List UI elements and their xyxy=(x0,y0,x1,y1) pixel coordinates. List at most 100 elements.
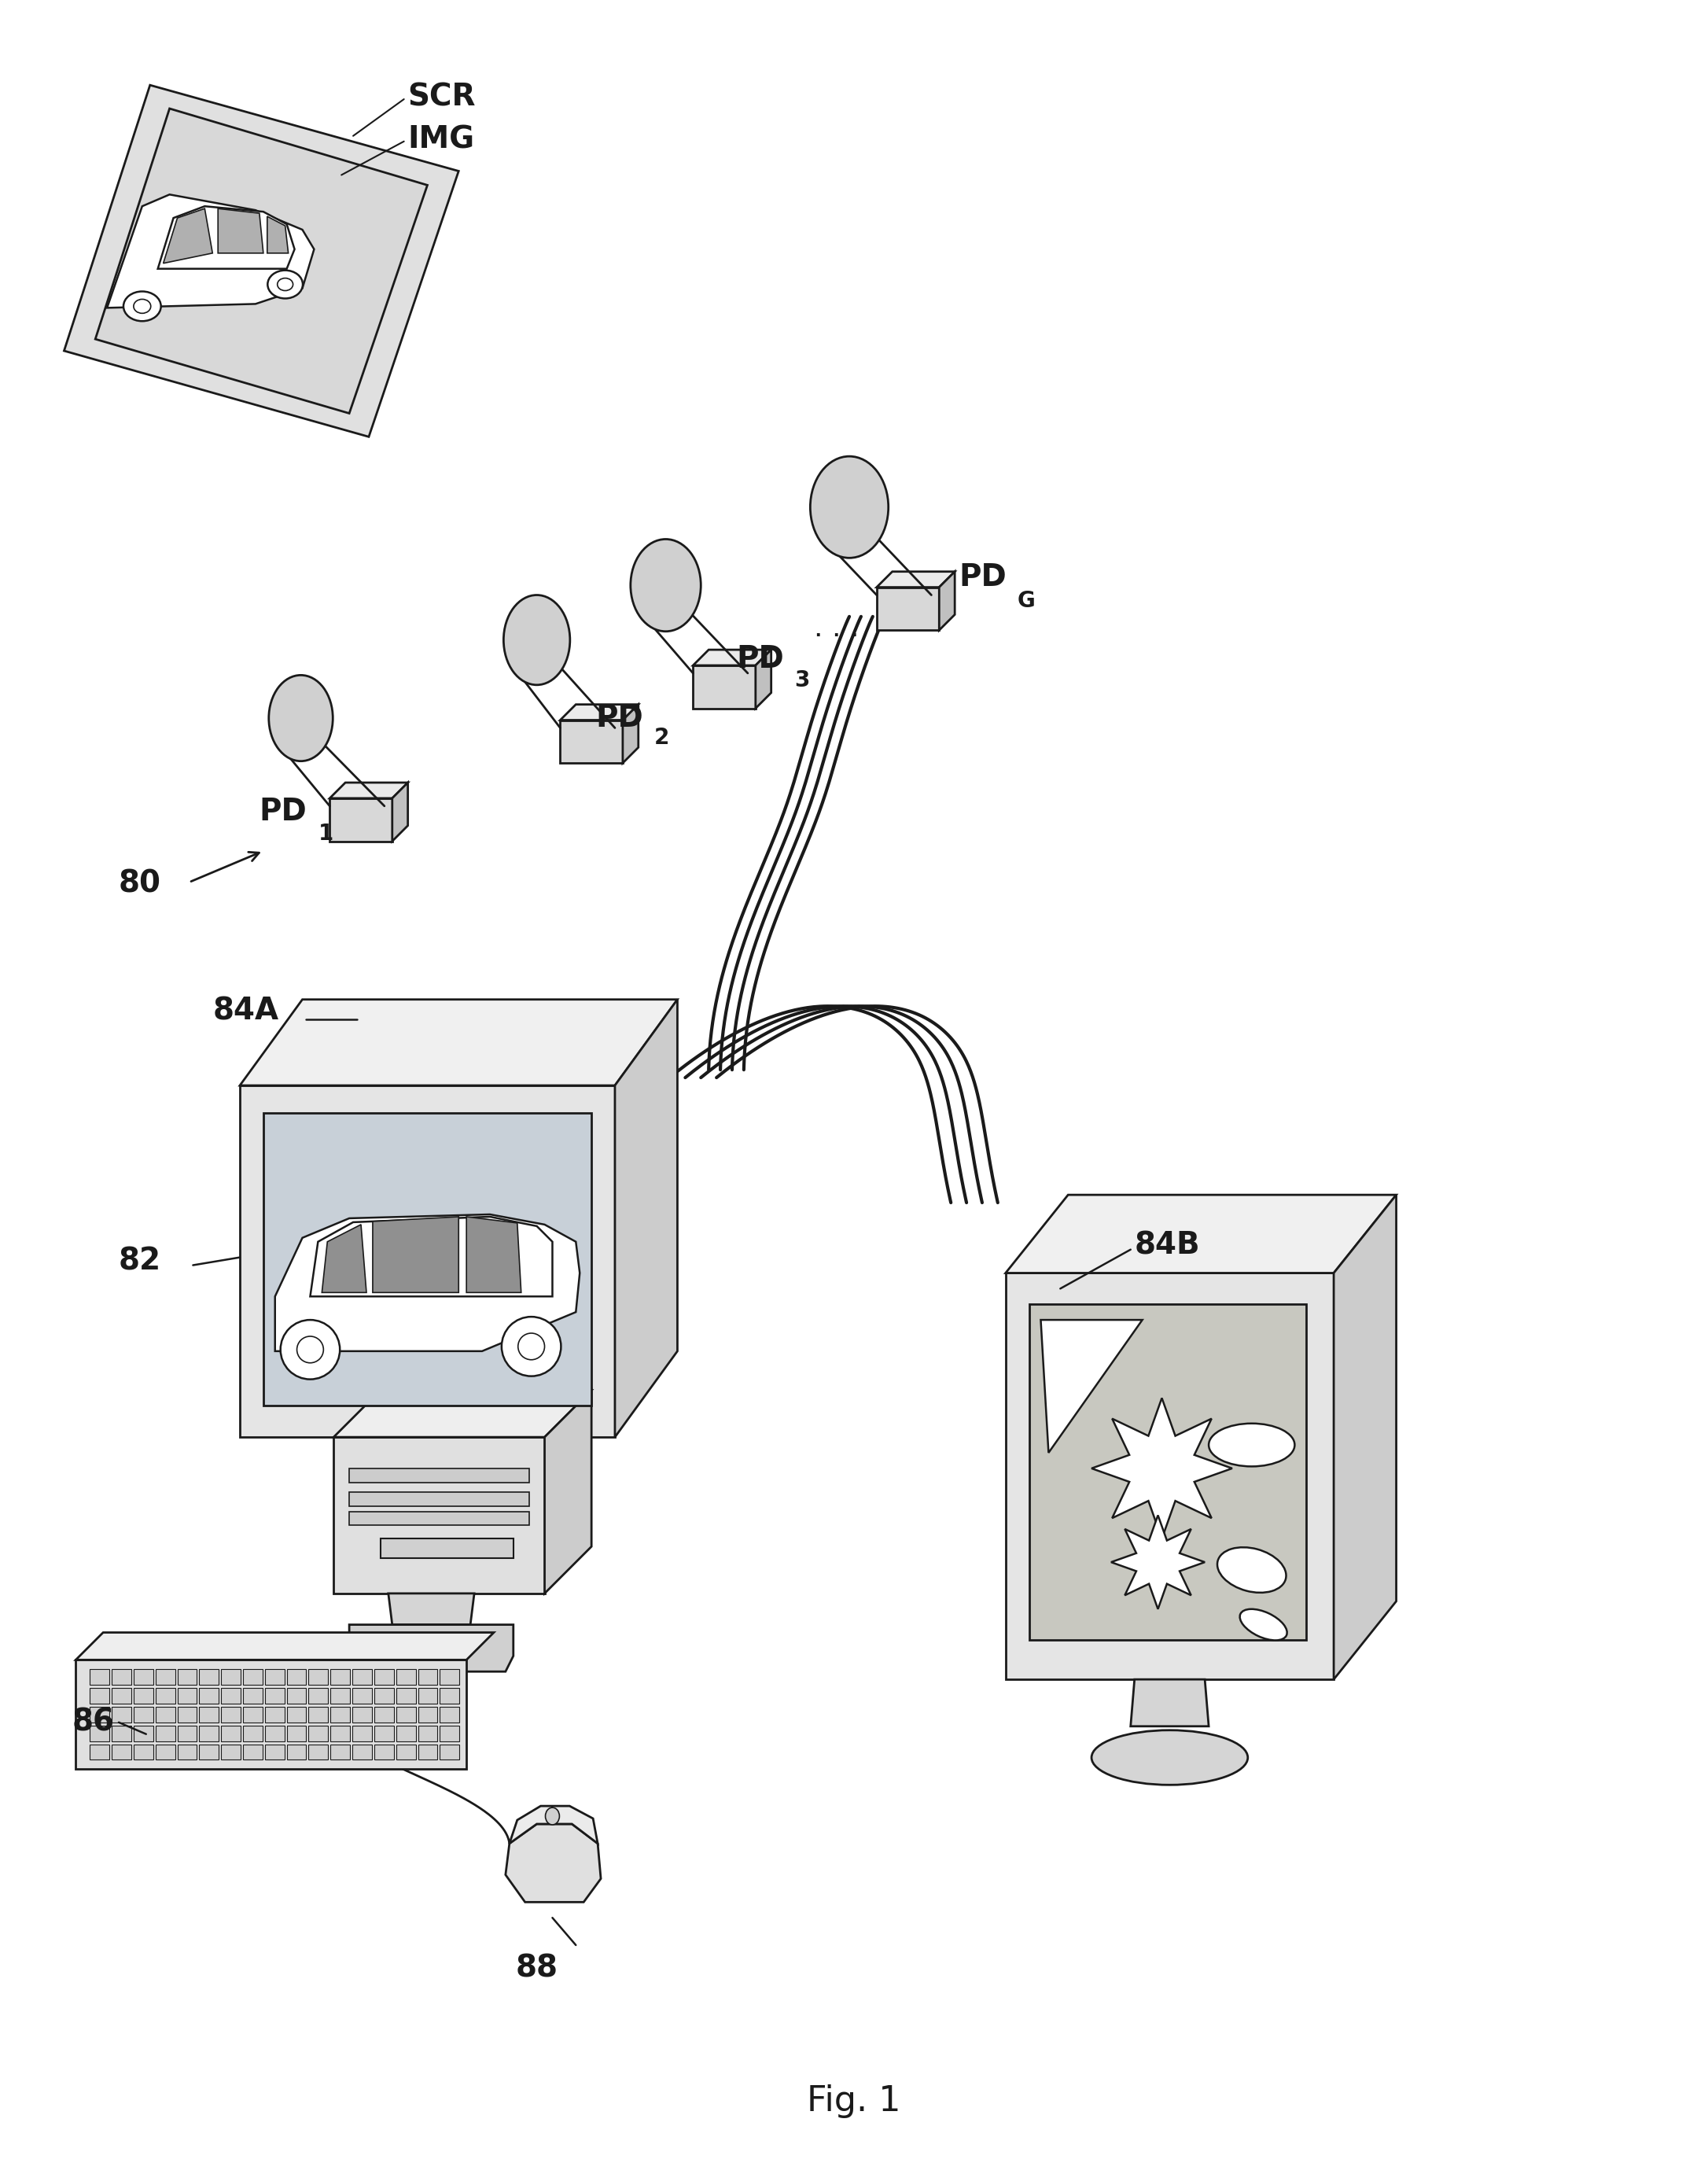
FancyBboxPatch shape xyxy=(200,1707,219,1722)
Circle shape xyxy=(280,1320,340,1378)
FancyBboxPatch shape xyxy=(265,1744,285,1761)
Polygon shape xyxy=(239,1085,615,1437)
Text: PD: PD xyxy=(596,702,644,733)
FancyBboxPatch shape xyxy=(133,1707,154,1722)
FancyBboxPatch shape xyxy=(133,1726,154,1741)
FancyBboxPatch shape xyxy=(243,1687,263,1704)
Polygon shape xyxy=(372,1217,459,1294)
FancyBboxPatch shape xyxy=(287,1744,306,1761)
FancyBboxPatch shape xyxy=(265,1726,285,1741)
FancyBboxPatch shape xyxy=(243,1726,263,1741)
Ellipse shape xyxy=(1240,1609,1288,1641)
Polygon shape xyxy=(693,665,755,709)
Ellipse shape xyxy=(1091,1731,1249,1785)
Text: G: G xyxy=(1018,589,1035,611)
FancyBboxPatch shape xyxy=(418,1687,437,1704)
FancyBboxPatch shape xyxy=(220,1726,241,1741)
Ellipse shape xyxy=(268,676,333,761)
FancyBboxPatch shape xyxy=(309,1670,328,1685)
Circle shape xyxy=(297,1337,323,1363)
FancyBboxPatch shape xyxy=(91,1726,109,1741)
Text: SCR: SCR xyxy=(408,83,477,111)
Polygon shape xyxy=(560,704,639,720)
FancyBboxPatch shape xyxy=(243,1744,263,1761)
FancyBboxPatch shape xyxy=(243,1707,263,1722)
Text: PD: PD xyxy=(260,798,307,826)
Text: 88: 88 xyxy=(516,1954,559,1983)
Polygon shape xyxy=(876,572,955,587)
FancyBboxPatch shape xyxy=(200,1687,219,1704)
FancyBboxPatch shape xyxy=(309,1744,328,1761)
FancyBboxPatch shape xyxy=(309,1726,328,1741)
Ellipse shape xyxy=(133,300,150,313)
Polygon shape xyxy=(755,650,772,709)
FancyBboxPatch shape xyxy=(396,1670,415,1685)
FancyBboxPatch shape xyxy=(418,1744,437,1761)
Polygon shape xyxy=(1334,1196,1395,1678)
FancyBboxPatch shape xyxy=(133,1687,154,1704)
Text: 3: 3 xyxy=(794,670,810,691)
FancyBboxPatch shape xyxy=(441,1670,459,1685)
FancyBboxPatch shape xyxy=(331,1726,350,1741)
Polygon shape xyxy=(157,207,294,270)
Text: 82: 82 xyxy=(120,1246,161,1276)
Ellipse shape xyxy=(630,539,700,630)
FancyBboxPatch shape xyxy=(155,1744,174,1761)
Polygon shape xyxy=(75,1659,466,1770)
Polygon shape xyxy=(876,587,939,630)
Polygon shape xyxy=(348,1511,529,1526)
FancyBboxPatch shape xyxy=(287,1726,306,1741)
FancyBboxPatch shape xyxy=(91,1687,109,1704)
FancyBboxPatch shape xyxy=(352,1744,372,1761)
FancyBboxPatch shape xyxy=(111,1744,132,1761)
FancyBboxPatch shape xyxy=(396,1726,415,1741)
FancyBboxPatch shape xyxy=(265,1707,285,1722)
FancyBboxPatch shape xyxy=(396,1687,415,1704)
Text: 2: 2 xyxy=(654,726,670,748)
FancyBboxPatch shape xyxy=(374,1707,395,1722)
Polygon shape xyxy=(1040,1320,1143,1452)
FancyBboxPatch shape xyxy=(111,1670,132,1685)
Polygon shape xyxy=(560,720,623,763)
FancyBboxPatch shape xyxy=(91,1744,109,1761)
Polygon shape xyxy=(393,783,408,841)
Polygon shape xyxy=(506,1824,601,1902)
FancyBboxPatch shape xyxy=(309,1707,328,1722)
Polygon shape xyxy=(545,1389,591,1594)
Text: 80: 80 xyxy=(120,870,161,898)
FancyBboxPatch shape xyxy=(418,1670,437,1685)
FancyBboxPatch shape xyxy=(155,1670,174,1685)
Polygon shape xyxy=(381,1539,514,1559)
FancyBboxPatch shape xyxy=(287,1670,306,1685)
FancyBboxPatch shape xyxy=(111,1726,132,1741)
Polygon shape xyxy=(1091,1398,1231,1539)
Polygon shape xyxy=(1112,1515,1204,1609)
FancyBboxPatch shape xyxy=(220,1687,241,1704)
Polygon shape xyxy=(275,1215,579,1352)
FancyBboxPatch shape xyxy=(331,1687,350,1704)
FancyBboxPatch shape xyxy=(374,1726,395,1741)
Polygon shape xyxy=(939,572,955,630)
FancyBboxPatch shape xyxy=(200,1726,219,1741)
FancyBboxPatch shape xyxy=(352,1707,372,1722)
Text: IMG: IMG xyxy=(408,124,475,154)
Polygon shape xyxy=(263,1113,591,1407)
FancyBboxPatch shape xyxy=(374,1687,395,1704)
Polygon shape xyxy=(1131,1678,1209,1726)
Polygon shape xyxy=(330,783,408,798)
Ellipse shape xyxy=(268,270,302,298)
FancyBboxPatch shape xyxy=(287,1707,306,1722)
Polygon shape xyxy=(321,1224,367,1294)
FancyBboxPatch shape xyxy=(155,1726,174,1741)
FancyBboxPatch shape xyxy=(418,1726,437,1741)
FancyBboxPatch shape xyxy=(133,1670,154,1685)
FancyBboxPatch shape xyxy=(155,1707,174,1722)
Polygon shape xyxy=(466,1217,521,1294)
Polygon shape xyxy=(509,1807,598,1844)
Polygon shape xyxy=(1028,1304,1307,1641)
FancyBboxPatch shape xyxy=(396,1744,415,1761)
Text: 84B: 84B xyxy=(1134,1230,1201,1261)
Polygon shape xyxy=(333,1437,545,1594)
Polygon shape xyxy=(1006,1274,1334,1678)
FancyBboxPatch shape xyxy=(111,1687,132,1704)
